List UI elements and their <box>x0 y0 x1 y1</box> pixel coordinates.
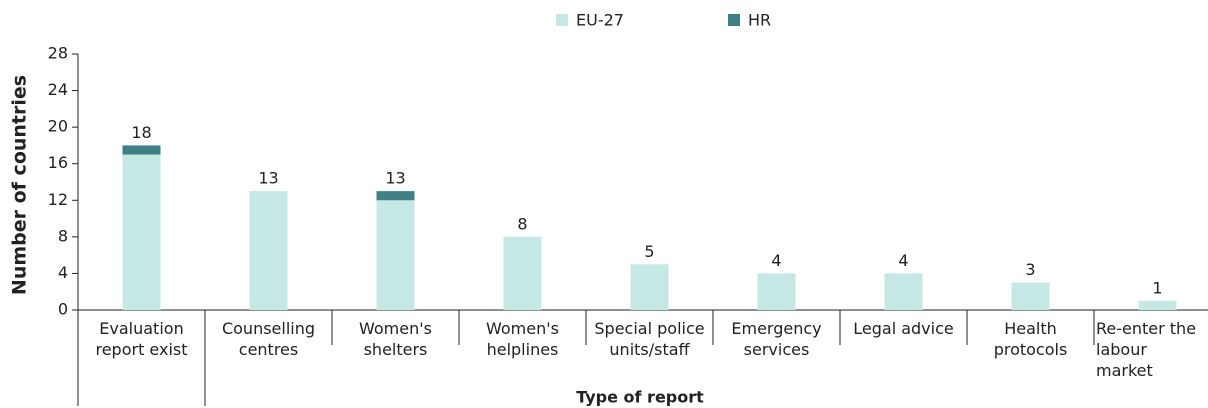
y-tick-label: 8 <box>58 226 68 245</box>
bar-segment <box>376 200 415 310</box>
data-label: 18 <box>131 123 151 142</box>
x-tick-label: Women's shelters <box>359 319 432 359</box>
x-tick-label: Evaluation report exist <box>95 319 188 359</box>
bar-segment <box>1138 300 1177 310</box>
y-tick-label: 28 <box>48 44 68 63</box>
legend-label: EU-27 <box>576 11 624 30</box>
data-label: 8 <box>517 214 527 233</box>
x-tick-label: Counselling centres <box>221 319 316 359</box>
bar-segment <box>376 191 415 201</box>
data-label: 3 <box>1025 260 1035 279</box>
bar-segment <box>884 273 923 310</box>
data-label: 13 <box>385 169 405 188</box>
legend-swatch <box>556 14 568 26</box>
y-tick-label: 20 <box>48 117 68 136</box>
data-label: 4 <box>898 251 908 270</box>
x-tick-label: Health protocols <box>993 319 1068 359</box>
x-axis-title: Type of report <box>576 388 704 407</box>
data-label: 13 <box>258 169 278 188</box>
x-tick-label: Emergency services <box>731 319 822 359</box>
bar-segment <box>249 191 288 310</box>
data-label: 4 <box>771 251 781 270</box>
legend-label: HR <box>748 11 771 30</box>
data-label: 5 <box>644 242 654 261</box>
y-tick-label: 16 <box>48 153 68 172</box>
y-axis-title: Number of countries <box>9 75 31 295</box>
bar-segment <box>1011 282 1050 310</box>
x-tick-label: Legal advice <box>853 319 954 338</box>
y-tick-label: 4 <box>58 263 68 282</box>
bar-segment <box>122 145 161 155</box>
legend-swatch <box>728 14 740 26</box>
y-tick-label: 0 <box>58 300 68 319</box>
x-tick-label: Women's helplines <box>486 319 559 359</box>
bar-segment <box>630 264 669 310</box>
data-label: 1 <box>1152 278 1162 297</box>
bar-segment <box>122 154 161 310</box>
x-tick-label: Re-enter the labour market <box>1096 319 1197 380</box>
bar-segment <box>757 273 796 310</box>
y-tick-label: 24 <box>48 80 68 99</box>
y-tick-label: 12 <box>48 190 68 209</box>
x-tick-label: Special police units/staff <box>594 319 705 359</box>
bar-segment <box>503 236 542 310</box>
